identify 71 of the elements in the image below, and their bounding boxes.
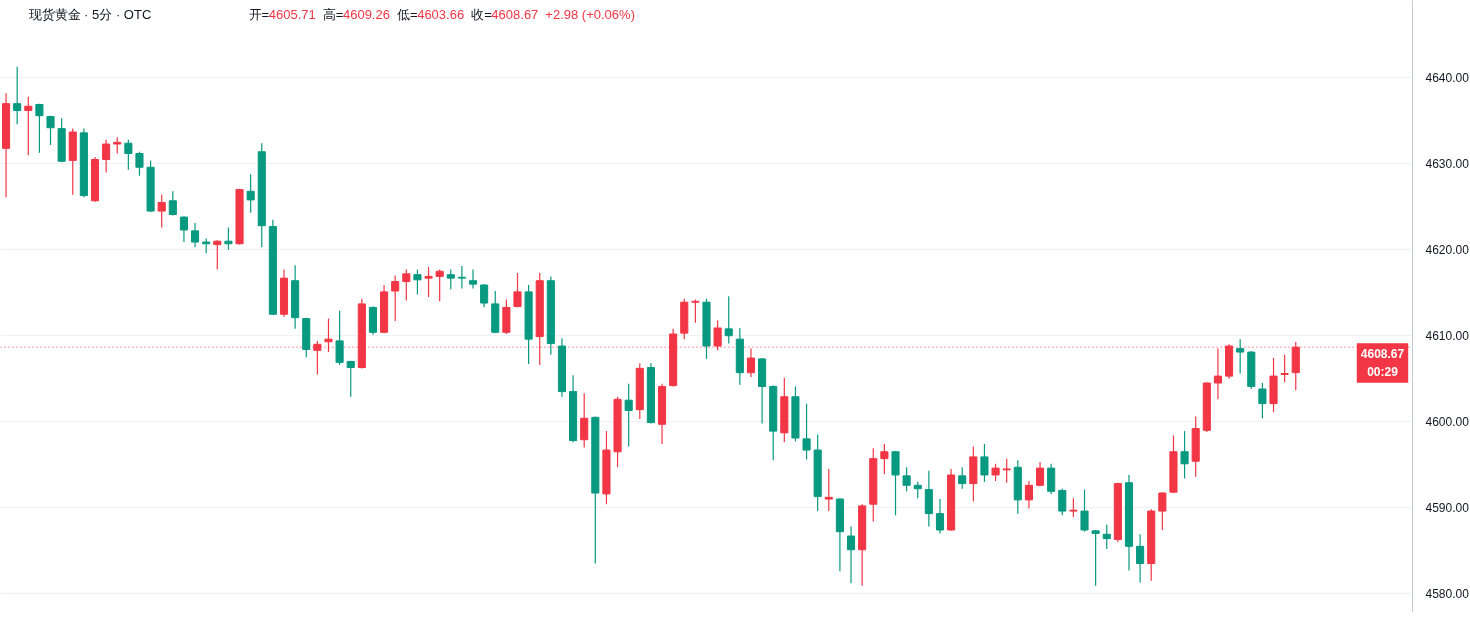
ref-line-label: 4608.67 <box>1360 347 1405 362</box>
annotation: +2.98 (+0.06%) <box>545 7 635 22</box>
candlestick <box>191 222 200 248</box>
text: 现货黄金 · 5分 · OTC <box>28 7 152 22</box>
annotation: 低=4603.66 <box>396 7 465 22</box>
candlestick <box>335 310 344 366</box>
candlestick <box>1047 463 1056 495</box>
annotation: 开=4605.71 <box>248 7 316 22</box>
candlestick <box>457 265 466 290</box>
candlestick <box>880 443 889 475</box>
candlestick <box>313 340 322 375</box>
y-tick-label: 4630.00 <box>1425 157 1470 172</box>
candlestick <box>435 268 444 302</box>
candlestick <box>958 466 967 490</box>
annotation: 高=4609.26 <box>322 7 390 22</box>
candlestick <box>691 299 700 324</box>
candlestick <box>1080 488 1089 533</box>
candlestick <box>1024 480 1033 510</box>
candlestick <box>624 383 633 448</box>
candlestick <box>846 525 856 584</box>
candlestick <box>179 215 189 243</box>
annotation: 00:29 <box>1367 364 1399 379</box>
candlestick <box>446 268 455 290</box>
y-tick-label: 4640.00 <box>1425 71 1470 86</box>
candlestick <box>902 466 911 492</box>
candlestick <box>1180 430 1189 480</box>
candlestick <box>724 295 733 345</box>
candlestick <box>157 194 166 229</box>
candlestick <box>580 392 589 449</box>
candlestick <box>468 268 478 290</box>
candlestick <box>824 468 833 512</box>
candlestick <box>102 139 111 174</box>
candlestick <box>1035 461 1045 487</box>
candlestick <box>224 226 233 251</box>
candlestick <box>35 103 44 154</box>
candlestick <box>124 139 133 171</box>
candlestick <box>1102 524 1111 550</box>
candlestick <box>168 190 177 216</box>
candlestick <box>413 268 422 296</box>
candlestick <box>24 96 33 156</box>
candlestick <box>1136 533 1145 584</box>
annotation: 收=4608.67 <box>471 7 539 22</box>
candlestick <box>1236 338 1245 375</box>
candlestick <box>891 450 900 516</box>
candlestick <box>513 272 522 308</box>
candlestick <box>746 348 756 378</box>
candlestick <box>802 403 811 461</box>
candlestick <box>1091 529 1100 587</box>
candlestick <box>391 274 400 322</box>
candlestick <box>1058 488 1067 516</box>
candlestick <box>480 283 489 308</box>
y-tick-label: 4590.00 <box>1425 501 1470 516</box>
candlestick <box>402 268 411 302</box>
candlestick <box>935 498 945 535</box>
y-tick-label: 4600.00 <box>1425 415 1470 430</box>
y-tick-label: 4580.00 <box>1425 587 1470 602</box>
candlestick <box>135 151 144 177</box>
candlestick <box>1002 458 1011 484</box>
candlestick <box>1280 354 1289 383</box>
candlestick <box>46 115 55 146</box>
candlestick <box>1258 382 1267 419</box>
candlestick <box>424 266 433 298</box>
candlestick <box>13 66 22 125</box>
y-tick-label: 4620.00 <box>1425 243 1470 258</box>
candlestick <box>246 173 255 214</box>
candlestick <box>1158 491 1167 531</box>
y-tick-label: 4610.00 <box>1425 329 1470 344</box>
candlestick <box>1069 497 1078 518</box>
candlestick <box>346 360 355 398</box>
candlestick <box>213 239 222 271</box>
candlestick <box>980 443 989 483</box>
